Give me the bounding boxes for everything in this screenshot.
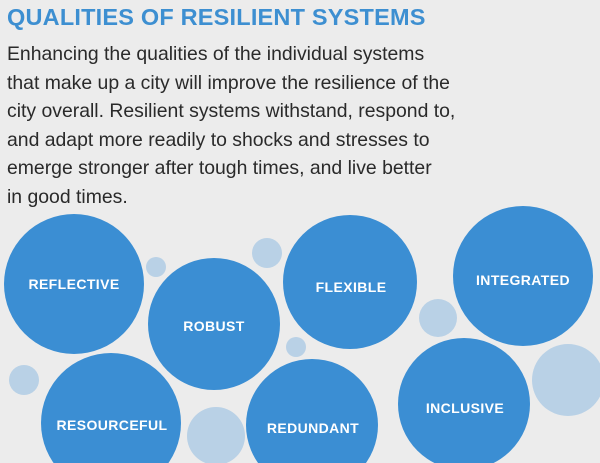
label-inclusive: INCLUSIVE: [426, 400, 504, 416]
label-integrated: INTEGRATED: [476, 272, 570, 288]
label-redundant: REDUNDANT: [267, 420, 359, 436]
circle-redundant: [246, 359, 378, 463]
bubble: [146, 257, 166, 277]
bubble: [532, 344, 600, 416]
quality-circles: [4, 206, 593, 463]
decorative-bubbles: [9, 238, 600, 463]
bubble: [286, 337, 306, 357]
intro-paragraph: Enhancing the qualities of the individua…: [7, 43, 456, 208]
quality-labels: REFLECTIVE ROBUST FLEXIBLE INTEGRATED RE…: [28, 272, 570, 436]
label-resourceful: RESOURCEFUL: [57, 417, 168, 433]
label-reflective: REFLECTIVE: [28, 276, 119, 292]
circle-resourceful: [41, 353, 181, 463]
circle-inclusive: [398, 338, 530, 463]
bubble: [9, 365, 39, 395]
page-title: QUALITIES OF RESILIENT SYSTEMS: [7, 4, 426, 30]
circle-integrated: [453, 206, 593, 346]
circle-flexible: [283, 215, 417, 349]
circle-robust: [148, 258, 280, 390]
circle-reflective: [4, 214, 144, 354]
bubble: [419, 299, 457, 337]
bubble: [187, 407, 245, 463]
label-flexible: FLEXIBLE: [316, 279, 387, 295]
label-robust: ROBUST: [183, 318, 245, 334]
bubble: [252, 238, 282, 268]
